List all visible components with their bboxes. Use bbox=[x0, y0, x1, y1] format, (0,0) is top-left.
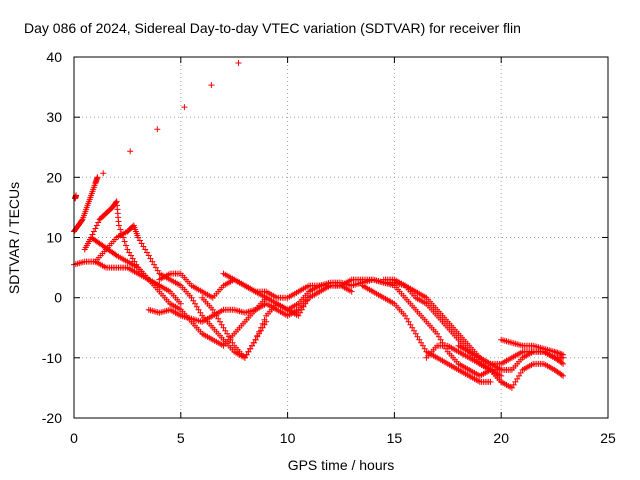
y-axis-label: SDTVAR / TECUs bbox=[6, 182, 22, 294]
data-point bbox=[100, 170, 107, 177]
series-arc-4 bbox=[92, 222, 270, 361]
series-arc-5 bbox=[88, 234, 270, 349]
data-point bbox=[261, 316, 268, 323]
data-point bbox=[128, 252, 134, 259]
series-arc-1 bbox=[71, 174, 101, 235]
data-point bbox=[256, 328, 263, 335]
data-point bbox=[115, 222, 122, 229]
chart-title: Day 086 of 2024, Sidereal Day-to-day VTE… bbox=[24, 20, 521, 36]
data-point bbox=[257, 324, 264, 331]
y-tick-label: 20 bbox=[46, 169, 62, 185]
x-tick-label: 15 bbox=[387, 430, 403, 446]
x-tick-label: 5 bbox=[177, 430, 185, 446]
data-point bbox=[117, 226, 124, 233]
axis-ticks: 0 5 10 15 20 25 -20 -10 0 10 20 30 40 bbox=[42, 49, 616, 446]
data-point bbox=[348, 288, 355, 295]
data-point bbox=[181, 104, 188, 111]
data-point bbox=[78, 217, 85, 224]
data-point bbox=[92, 225, 99, 232]
series-arc-10 bbox=[359, 282, 494, 385]
series-arc-9 bbox=[220, 270, 376, 313]
data-points bbox=[71, 60, 567, 391]
data-point bbox=[95, 219, 102, 226]
y-tick-label: -20 bbox=[42, 410, 62, 426]
y-tick-label: 0 bbox=[54, 290, 62, 306]
x-tick-label: 10 bbox=[280, 430, 296, 446]
data-point bbox=[254, 332, 261, 339]
data-point bbox=[498, 372, 505, 379]
data-point bbox=[113, 199, 119, 206]
data-point bbox=[218, 321, 225, 328]
data-point bbox=[94, 174, 101, 181]
data-point bbox=[90, 228, 97, 235]
series-arc-14 bbox=[423, 342, 567, 391]
data-point bbox=[127, 148, 134, 155]
data-point bbox=[259, 320, 266, 327]
data-point bbox=[235, 60, 242, 66]
series-arc-17 bbox=[498, 336, 567, 358]
data-point bbox=[560, 351, 567, 358]
data-point bbox=[560, 360, 567, 367]
data-point bbox=[123, 242, 129, 249]
data-point bbox=[112, 251, 119, 258]
x-axis-label: GPS time / hours bbox=[288, 457, 395, 473]
series-arc-3 bbox=[81, 198, 184, 307]
data-point bbox=[407, 321, 414, 328]
data-point bbox=[145, 252, 152, 259]
data-point bbox=[121, 238, 128, 245]
x-tick-label: 20 bbox=[493, 430, 509, 446]
data-point bbox=[558, 371, 565, 378]
grid-lines bbox=[74, 57, 608, 418]
y-tick-label: 30 bbox=[46, 109, 62, 125]
data-point bbox=[154, 126, 161, 133]
data-point bbox=[487, 378, 494, 385]
data-point bbox=[177, 300, 184, 307]
series-arc-8 bbox=[199, 282, 355, 361]
y-tick-label: 10 bbox=[46, 230, 62, 246]
y-tick-label: -10 bbox=[42, 350, 62, 366]
y-tick-label: 40 bbox=[46, 49, 62, 65]
data-point bbox=[560, 372, 567, 379]
data-point bbox=[252, 336, 259, 343]
data-point bbox=[93, 222, 100, 229]
x-tick-label: 25 bbox=[600, 430, 616, 446]
series-arc-2 bbox=[71, 258, 163, 289]
data-point bbox=[208, 82, 215, 89]
x-tick-label: 0 bbox=[70, 430, 78, 446]
